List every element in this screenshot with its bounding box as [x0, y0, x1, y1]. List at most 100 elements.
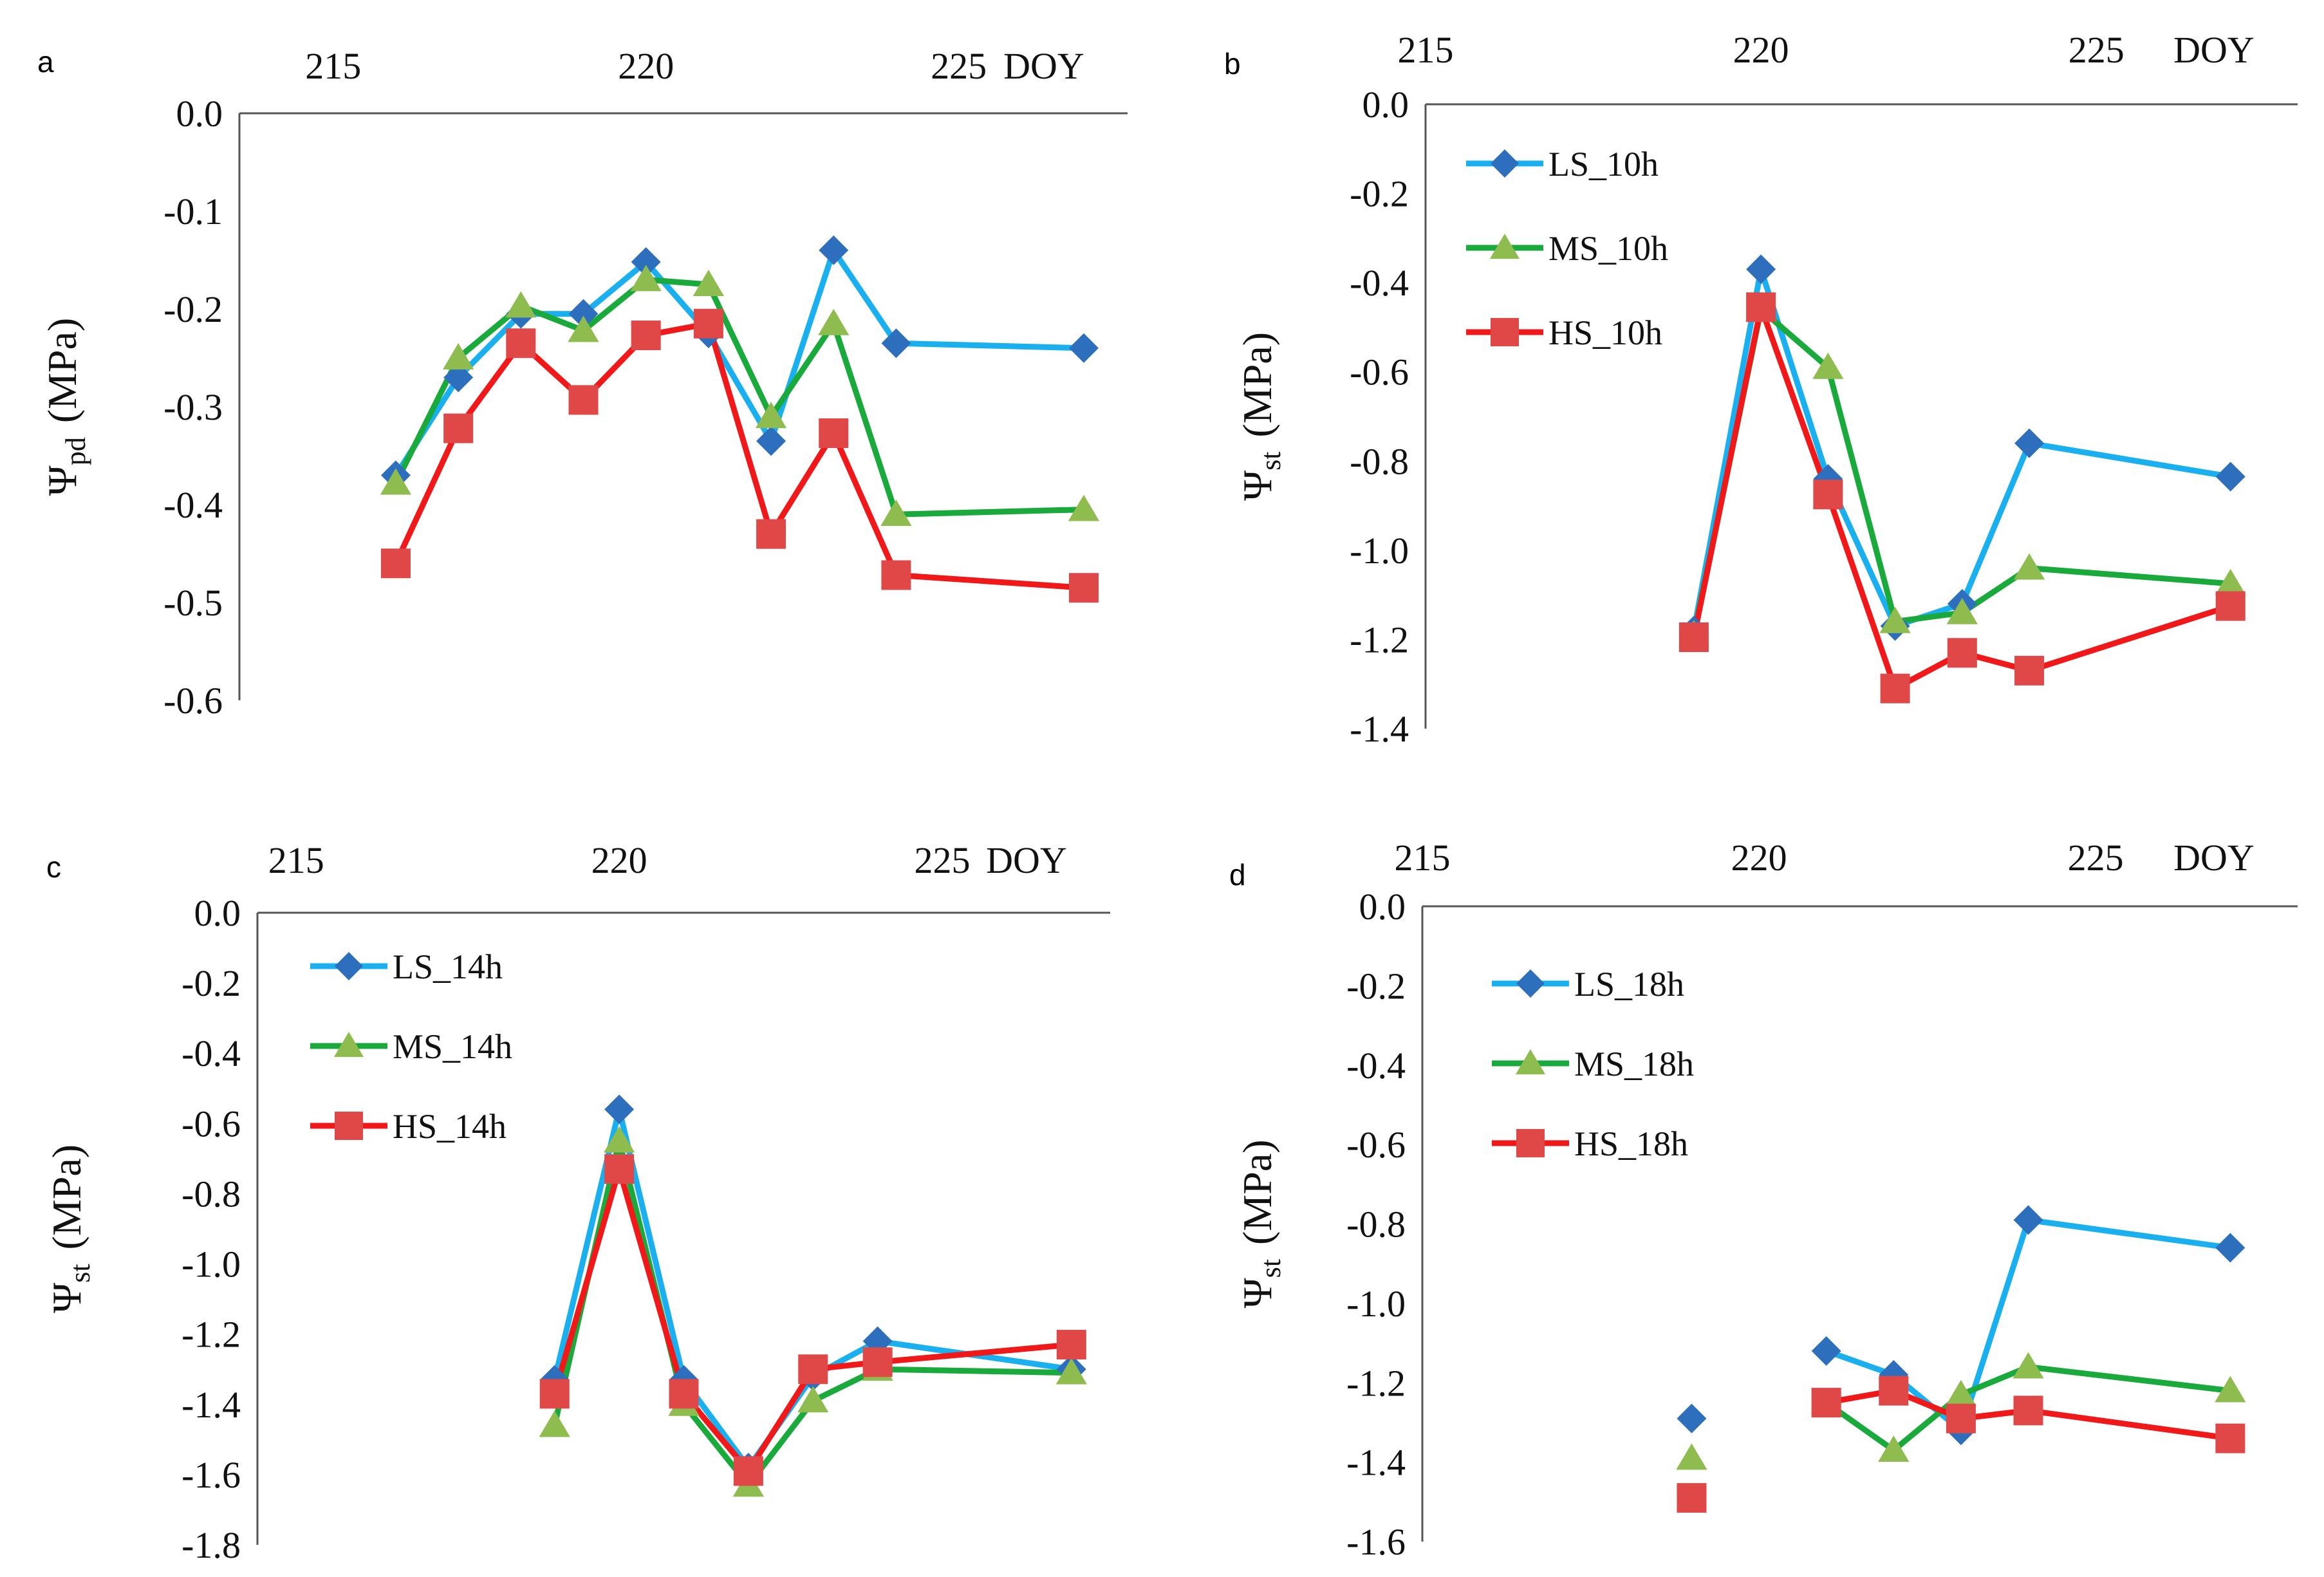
y-tick-label: -0.8 — [1350, 440, 1409, 482]
y-axis-label-unit: (MPa) — [1234, 1139, 1280, 1245]
data-point-MS — [1945, 1379, 1977, 1406]
data-point-MS — [539, 1410, 570, 1437]
legend-swatch-marker — [1516, 969, 1545, 998]
legend-item-LS: LS_18h — [1492, 965, 1684, 1003]
data-point-MS — [1676, 1443, 1707, 1470]
data-point-HS — [604, 1154, 635, 1184]
data-point-MS — [603, 1126, 635, 1153]
data-point-LS — [2013, 1205, 2043, 1235]
chart-panel-c: c 215 220 225 DOY 0.0 -0.2 -0.4 -0.6 -0.8 -1.0 -1.2… — [44, 839, 1110, 1566]
y-axis-label-symbol: Ψ — [39, 465, 85, 496]
data-point-MS — [1055, 1358, 1087, 1385]
legend-label: LS_10h — [1548, 145, 1659, 183]
y-tick-label: -0.6 — [1346, 1124, 1406, 1166]
data-point-HS — [2215, 591, 2245, 621]
y-tick-label: -0.2 — [1346, 965, 1406, 1007]
y-tick-label: -1.0 — [181, 1244, 241, 1285]
data-point-LS — [631, 247, 661, 277]
data-point-HS — [2014, 655, 2045, 686]
legend-label: HS_14h — [393, 1107, 507, 1146]
data-point-MS — [693, 270, 725, 296]
y-tick-label: -1.2 — [1346, 1362, 1406, 1404]
legend-label: MS_10h — [1548, 229, 1668, 268]
y-axis-label-subscript: pd — [60, 437, 91, 465]
legend-label: LS_18h — [1574, 965, 1684, 1003]
data-point-HS — [819, 418, 849, 449]
series-line-HS — [1691, 304, 2234, 692]
x-tick-label: 215 — [1398, 29, 1454, 71]
y-tick-label: -0.4 — [163, 484, 223, 526]
y-tick-label: -0.8 — [1346, 1204, 1406, 1246]
y-tick-label: 0.0 — [1359, 886, 1406, 928]
data-point-MS — [2013, 553, 2045, 580]
x-tick-label: 225 — [2068, 29, 2124, 71]
y-tick-label: -0.3 — [163, 386, 223, 428]
data-point-MS — [755, 402, 787, 429]
x-tick-label: 215 — [1395, 837, 1451, 879]
legend-swatch-marker — [1515, 1049, 1546, 1075]
data-point-HS — [1880, 673, 1910, 704]
x-tick-label: 225 — [931, 45, 987, 87]
y-tick-label: -0.6 — [181, 1103, 241, 1144]
x-tick-label: 225 — [2068, 837, 2124, 879]
data-point-HS — [669, 1379, 699, 1409]
legend-swatch-marker — [1491, 149, 1519, 178]
legend-swatch-marker — [1489, 234, 1520, 259]
data-point-MS — [880, 499, 912, 527]
legend-item-MS: MS_10h — [1466, 229, 1668, 268]
y-tick-label: 0.0 — [176, 93, 223, 135]
y-tick-label: -1.4 — [1346, 1442, 1406, 1484]
y-axis-label: Ψst (MPa) — [1234, 1139, 1287, 1308]
data-point-MS — [505, 291, 537, 318]
x-tick-label: 220 — [618, 45, 674, 87]
chart-panel-a: a 215 220 225 DOY 0.0 -0.1 -0.2 -0.3 -0.4 -0.5 -0.6… — [37, 45, 1128, 722]
legend-label: HS_18h — [1574, 1124, 1688, 1163]
y-tick-label: -0.8 — [181, 1173, 241, 1215]
data-point-HS — [443, 413, 474, 443]
y-axis-label-unit: (MPa) — [39, 318, 85, 424]
y-tick-label: -1.0 — [1346, 1283, 1406, 1325]
y-tick-label: -0.4 — [1350, 262, 1409, 304]
series-line-MS — [393, 276, 1087, 518]
x-tick-label: 220 — [1733, 29, 1789, 71]
y-tick-label: -0.2 — [163, 288, 223, 330]
y-tick-label: -0.6 — [163, 680, 223, 722]
data-point-HS — [506, 328, 536, 359]
legend-swatch-marker — [335, 952, 363, 980]
y-tick-label: -0.1 — [163, 191, 223, 232]
data-point-MS — [630, 265, 662, 292]
y-axis-label-symbol: Ψ — [1234, 1278, 1280, 1309]
series-line-HS — [393, 321, 1087, 591]
y-tick-label: -1.0 — [1350, 530, 1409, 572]
y-tick-label: -0.2 — [1350, 173, 1409, 215]
data-point-HS — [2013, 1395, 2043, 1426]
data-point-MS — [818, 308, 850, 335]
legend-item-MS: MS_14h — [310, 1027, 512, 1066]
y-tick-label: -0.6 — [1350, 351, 1409, 393]
data-point-HS — [1813, 480, 1843, 510]
data-point-MS — [380, 468, 412, 495]
x-axis-label: DOY — [986, 839, 1067, 881]
data-point-HS — [539, 1379, 570, 1409]
data-point-HS — [2215, 1423, 2245, 1453]
data-point-HS — [631, 321, 661, 351]
x-axis-label: DOY — [2173, 29, 2254, 71]
data-point-HS — [1879, 1376, 1909, 1406]
panel-label: d — [1229, 858, 1246, 891]
x-tick-label: 225 — [915, 839, 971, 881]
panel-label: b — [1224, 47, 1241, 80]
legend-item-MS: MS_18h — [1492, 1045, 1694, 1083]
data-point-HS — [380, 548, 411, 579]
data-point-HS — [1677, 1483, 1707, 1513]
data-point-LS — [881, 328, 911, 359]
panel-label: c — [46, 850, 61, 884]
y-tick-label: -1.4 — [181, 1384, 241, 1426]
data-point-HS — [881, 560, 911, 590]
data-point-MS — [1946, 597, 1978, 624]
y-axis-label-symbol: Ψ — [44, 1282, 89, 1313]
chart-panel-b: b 215 220 225 DOY 0.0 -0.2 -0.4 -0.6 -0.8 -1.0 -1.2… — [1224, 29, 2298, 750]
y-tick-label: -1.6 — [181, 1454, 241, 1496]
data-point-LS — [2014, 428, 2045, 458]
legend-item-LS: LS_10h — [1466, 145, 1659, 183]
